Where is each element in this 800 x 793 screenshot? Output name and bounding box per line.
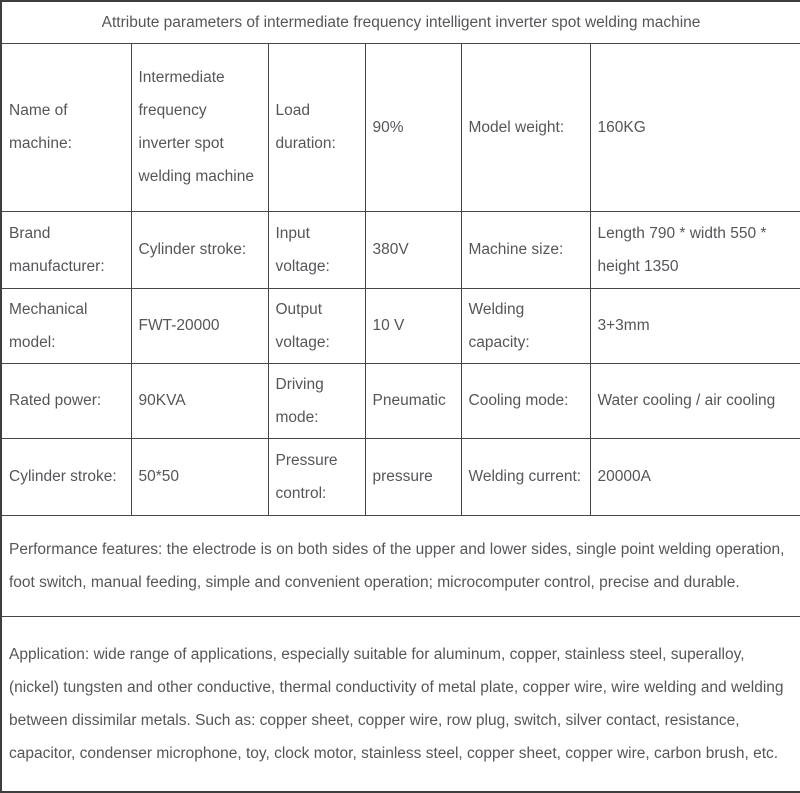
- spec-label-welding-current: Welding current:: [460, 437, 591, 516]
- spec-value-welding-current: 20000A: [589, 437, 800, 516]
- spec-label-input-voltage: Input voltage:: [267, 210, 366, 289]
- spec-value-driving-mode: Pneumatic: [364, 362, 462, 439]
- spec-label-mechanical-model: Mechanical model:: [0, 287, 132, 364]
- performance-features-text: Performance features: the electrode is o…: [0, 514, 800, 617]
- spec-label-brand-manufacturer: Brand manufacturer:: [0, 210, 132, 289]
- spec-value-pressure-control: pressure: [364, 437, 462, 516]
- application-row: Application: wide range of applications,…: [0, 615, 800, 793]
- table-title: Attribute parameters of intermediate fre…: [0, 0, 800, 44]
- spec-label-load-duration: Load duration:: [267, 42, 366, 212]
- table-row: Cylinder stroke: 50*50 Pressure control:…: [0, 437, 800, 516]
- spec-label-cylinder-stroke: Cylinder stroke:: [0, 437, 132, 516]
- spec-value-brand-manufacturer: Cylinder stroke:: [130, 210, 269, 289]
- spec-label-welding-capacity: Welding capacity:: [460, 287, 591, 364]
- spec-label-pressure-control: Pressure control:: [267, 437, 366, 516]
- performance-row: Performance features: the electrode is o…: [0, 514, 800, 617]
- spec-value-output-voltage: 10 V: [364, 287, 462, 364]
- table-row: Brand manufacturer: Cylinder stroke: Inp…: [0, 210, 800, 289]
- spec-label-cooling-mode: Cooling mode:: [460, 362, 591, 439]
- spec-value-name-of-machine: Intermediate frequency inverter spot wel…: [130, 42, 269, 212]
- spec-value-machine-size: Length 790 * width 550 * height 1350: [589, 210, 800, 289]
- spec-label-model-weight: Model weight:: [460, 42, 591, 212]
- spec-value-load-duration: 90%: [364, 42, 462, 212]
- spec-label-rated-power: Rated power:: [0, 362, 132, 439]
- spec-value-cylinder-stroke: 50*50: [130, 437, 269, 516]
- spec-value-rated-power: 90KVA: [130, 362, 269, 439]
- table-row: Name of machine: Intermediate frequency …: [0, 42, 800, 212]
- spec-label-output-voltage: Output voltage:: [267, 287, 366, 364]
- table-row: Mechanical model: FWT-20000 Output volta…: [0, 287, 800, 364]
- spec-value-model-weight: 160KG: [589, 42, 800, 212]
- spec-value-mechanical-model: FWT-20000: [130, 287, 269, 364]
- spec-value-welding-capacity: 3+3mm: [589, 287, 800, 364]
- spec-value-cooling-mode: Water cooling / air cooling: [589, 362, 800, 439]
- spec-label-machine-size: Machine size:: [460, 210, 591, 289]
- spec-label-name-of-machine: Name of machine:: [0, 42, 132, 212]
- table-row: Rated power: 90KVA Driving mode: Pneumat…: [0, 362, 800, 439]
- spec-label-driving-mode: Driving mode:: [267, 362, 366, 439]
- spec-value-input-voltage: 380V: [364, 210, 462, 289]
- application-text: Application: wide range of applications,…: [0, 615, 800, 793]
- table-header-row: Attribute parameters of intermediate fre…: [0, 0, 800, 44]
